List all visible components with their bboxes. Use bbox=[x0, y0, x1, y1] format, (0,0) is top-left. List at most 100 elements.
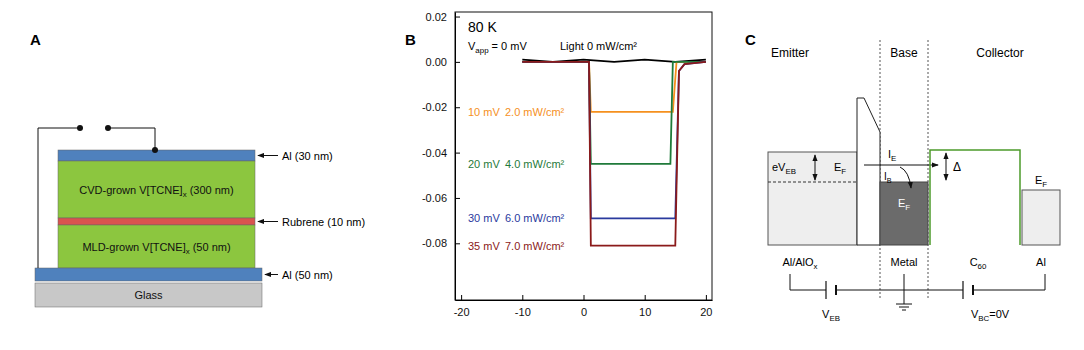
x-axis-tick: -20 bbox=[454, 295, 470, 318]
subscript: E bbox=[891, 154, 896, 163]
x-axis-line bbox=[456, 300, 713, 301]
fermi-label: EF bbox=[1035, 174, 1047, 189]
y-axis-tick-label: 0.00 bbox=[426, 56, 447, 68]
voltage-label: VEB bbox=[822, 308, 840, 323]
figure: A Al (30 nm) CVD-grown V[TCNE]x (300 nm) Ru… bbox=[0, 0, 1084, 350]
text-part: Al/AlO bbox=[782, 256, 814, 268]
barrier-arrow bbox=[946, 153, 947, 180]
text-part: =0V bbox=[989, 308, 1010, 320]
fermi-label: EF bbox=[834, 161, 846, 176]
layer-label: Glass bbox=[134, 289, 163, 301]
layer-side-label: Al (30 nm) bbox=[282, 150, 333, 162]
fermi-label: EF bbox=[898, 197, 910, 212]
y-axis-tick: -0.02 bbox=[422, 101, 460, 113]
y-axis-tick-label: -0.06 bbox=[422, 192, 447, 204]
subscript: 60 bbox=[978, 262, 987, 271]
series-voltage-label: 30 mV bbox=[468, 212, 500, 224]
text-part: E bbox=[1035, 174, 1042, 186]
fermi-reference bbox=[768, 182, 857, 183]
x-axis-tick-label: -20 bbox=[454, 306, 470, 318]
y-axis-tick-mark bbox=[455, 17, 460, 18]
collector-band bbox=[930, 150, 1020, 245]
text-part: Al bbox=[1036, 256, 1046, 268]
current-label: IB bbox=[884, 171, 892, 185]
base-metal bbox=[880, 182, 928, 245]
circuit-wire bbox=[973, 274, 1045, 290]
pointer-arrow bbox=[265, 274, 278, 275]
emitter-metal bbox=[768, 152, 857, 245]
x-axis: -20 -10 0 10 20 bbox=[454, 295, 713, 318]
text-part: (300 nm) bbox=[187, 184, 234, 196]
x-axis-tick: 10 bbox=[639, 295, 651, 318]
text-part: E bbox=[898, 197, 905, 209]
subscript: F bbox=[1042, 180, 1047, 189]
region-header: Base bbox=[890, 46, 918, 60]
plot-frame bbox=[455, 12, 712, 300]
tunnel-barrier bbox=[857, 98, 880, 245]
material-label: Metal bbox=[891, 256, 918, 268]
y-axis-tick: -0.04 bbox=[422, 147, 460, 159]
legend-entry: 2.0 mW/cm² bbox=[505, 106, 565, 118]
subscript: F bbox=[841, 167, 846, 176]
ground-symbol bbox=[902, 310, 906, 311]
x-axis-tick-mark bbox=[706, 295, 707, 300]
text-part: 10 mV bbox=[468, 106, 500, 118]
material-label: Al bbox=[1036, 256, 1046, 268]
subscript: EB bbox=[829, 314, 840, 323]
panel-label: A bbox=[30, 31, 41, 48]
barrier-label: Δ bbox=[953, 160, 961, 174]
series-voltage-label: 20 mV bbox=[468, 158, 500, 170]
y-axis: 0.02 0.00 -0.02 -0.04 -0.06 -0.08 bbox=[422, 11, 460, 301]
subscript: BC bbox=[978, 314, 989, 323]
x-axis-tick: 0 bbox=[581, 295, 587, 318]
layer-label: CVD-grown V[TCNE]x (300 nm) bbox=[79, 184, 233, 199]
circuit-wire bbox=[904, 274, 905, 304]
panel-c: CEmitterBaseCollectoreVEBEFEFIEIBΔEFAl/A… bbox=[745, 31, 1060, 323]
y-axis-tick-label: 0.02 bbox=[426, 11, 447, 23]
pointer-arrow bbox=[258, 221, 278, 222]
text-part: Glass bbox=[134, 289, 163, 301]
subscript: EB bbox=[785, 167, 796, 176]
wire bbox=[38, 128, 80, 268]
layer bbox=[58, 218, 255, 225]
y-axis-tick-mark bbox=[455, 153, 460, 154]
y-axis-tick-label: -0.04 bbox=[422, 147, 447, 159]
panel-label: C bbox=[745, 31, 756, 48]
text-part: MLD-grown V[TCNE] bbox=[82, 241, 185, 253]
layer bbox=[35, 268, 262, 281]
x-axis-tick: -10 bbox=[515, 295, 531, 318]
text-part: Metal bbox=[891, 256, 918, 268]
y-axis-tick-label: -0.08 bbox=[422, 237, 447, 249]
legend-entry: 7.0 mW/cm² bbox=[505, 240, 565, 252]
text-part: 35 mV bbox=[468, 240, 500, 252]
legend-entry: 6.0 mW/cm² bbox=[505, 212, 565, 224]
region-divider bbox=[928, 40, 929, 300]
battery-plate bbox=[835, 285, 837, 295]
terminal bbox=[105, 125, 111, 131]
terminal bbox=[152, 147, 158, 153]
circuit-wire bbox=[836, 290, 963, 291]
region-header: Emitter bbox=[771, 46, 809, 60]
layer-side-label: Rubrene (10 nm) bbox=[282, 216, 365, 228]
y-axis-tick: 0.02 bbox=[426, 11, 460, 23]
x-axis-tick-mark bbox=[461, 295, 462, 300]
text-part: 20 mV bbox=[468, 158, 500, 170]
panel-a: A Al (30 nm) CVD-grown V[TCNE]x (300 nm) Ru… bbox=[30, 31, 365, 307]
circuit-wire bbox=[790, 274, 826, 290]
text-part: (50 nm) bbox=[190, 241, 231, 253]
bias-arrow bbox=[815, 155, 816, 180]
y-axis-tick-mark bbox=[455, 243, 460, 244]
voltage-label: VBC=0V bbox=[971, 308, 1010, 323]
layer-label: MLD-grown V[TCNE]x (50 nm) bbox=[82, 241, 230, 256]
panel-label: B bbox=[405, 31, 416, 48]
y-axis-tick: 0.00 bbox=[426, 56, 460, 68]
x-axis-tick-mark bbox=[522, 295, 523, 300]
wire bbox=[108, 128, 155, 150]
annotation: 80 K bbox=[468, 19, 497, 35]
x-axis-tick-label: 0 bbox=[581, 306, 587, 318]
y-axis-tick-mark bbox=[455, 62, 460, 63]
series-voltage-label: 10 mV bbox=[468, 106, 500, 118]
legend-entry: 4.0 mW/cm² bbox=[505, 158, 565, 170]
layer bbox=[58, 161, 255, 218]
x-axis-tick-label: 20 bbox=[700, 306, 712, 318]
